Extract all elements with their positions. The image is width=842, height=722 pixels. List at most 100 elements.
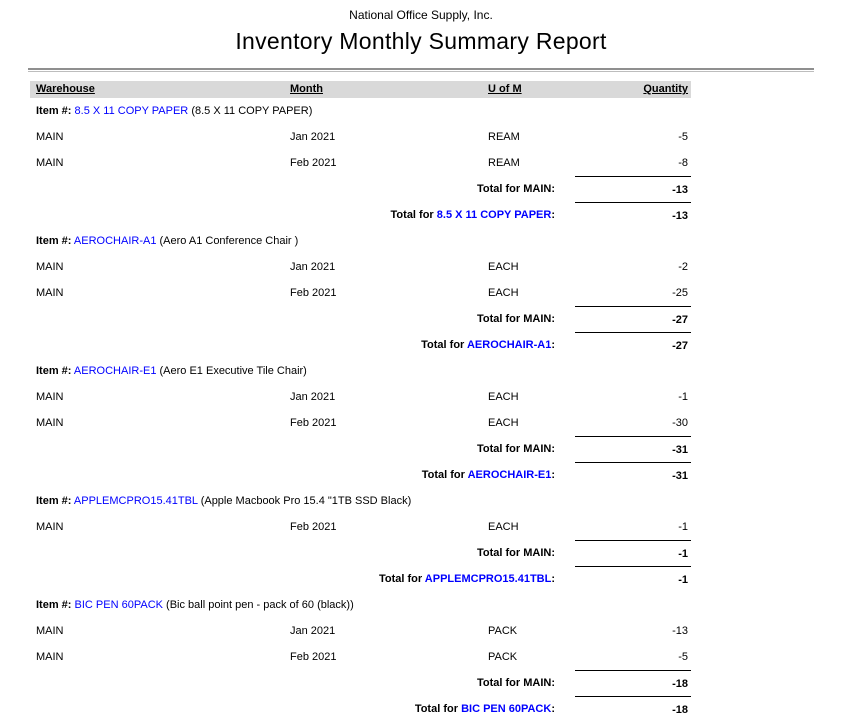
item-header: Item #: 8.5 X 11 COPY PAPER (8.5 X 11 CO… xyxy=(30,98,691,124)
cell-uofm: PACK xyxy=(488,625,518,637)
item-total-value: -13 xyxy=(575,202,691,228)
item-description: (Aero A1 Conference Chair ) xyxy=(159,235,299,247)
column-header-month: Month xyxy=(290,83,323,95)
warehouse-total-row: Total for MAIN: -18 xyxy=(30,670,691,696)
cell-warehouse: MAIN xyxy=(36,521,64,533)
item-number-label: Item #: xyxy=(36,235,72,247)
warehouse-total-row: Total for MAIN: -13 xyxy=(30,176,691,202)
cell-uofm: EACH xyxy=(488,391,519,403)
colon-text: : xyxy=(551,703,555,715)
total-for-text: Total for xyxy=(390,209,434,221)
cell-quantity: -8 xyxy=(678,157,688,169)
cell-uofm: EACH xyxy=(488,287,519,299)
cell-month: Feb 2021 xyxy=(290,157,337,169)
total-for-text: Total for xyxy=(378,573,423,585)
item-header: Item #: APPLEMCPRO15.41TBL (Apple Macboo… xyxy=(30,488,691,514)
cell-quantity: -25 xyxy=(672,287,688,299)
cell-month: Feb 2021 xyxy=(290,417,337,429)
cell-month: Jan 2021 xyxy=(290,261,336,273)
item-total-label: Total for 8.5 X 11 COPY PAPER: xyxy=(30,209,575,221)
item-total-row: Total for AEROCHAIR-E1: -31 xyxy=(30,462,691,488)
item-total-value: -27 xyxy=(575,332,691,358)
cell-uofm: EACH xyxy=(488,521,519,533)
table-row: MAIN Jan 2021 EACH -1 xyxy=(30,384,691,410)
header-divider xyxy=(28,68,814,72)
item-total-value: -31 xyxy=(575,462,691,488)
colon-text: : xyxy=(551,469,555,481)
warehouse-total-row: Total for MAIN: -1 xyxy=(30,540,691,566)
item-header: Item #: AEROCHAIR-A1 (Aero A1 Conference… xyxy=(30,228,691,254)
report-table: Warehouse Month U of M Quantity Item #: … xyxy=(30,81,691,722)
item-code-link[interactable]: AEROCHAIR-E1 xyxy=(467,469,552,481)
item-description: (Aero E1 Executive Tile Chair) xyxy=(159,365,307,377)
table-row: MAIN Jan 2021 REAM -5 xyxy=(30,124,691,150)
cell-warehouse: MAIN xyxy=(36,625,64,637)
column-header-quantity: Quantity xyxy=(643,83,688,95)
item-code-link[interactable]: 8.5 X 11 COPY PAPER xyxy=(436,209,552,221)
cell-warehouse: MAIN xyxy=(36,261,64,273)
table-row: MAIN Feb 2021 EACH -25 xyxy=(30,280,691,306)
warehouse-total-row: Total for MAIN: -31 xyxy=(30,436,691,462)
item-code-link[interactable]: BIC PEN 60PACK xyxy=(74,599,163,611)
cell-quantity: -5 xyxy=(678,131,688,143)
table-row: MAIN Feb 2021 EACH -30 xyxy=(30,410,691,436)
warehouse-total-row: Total for MAIN: -27 xyxy=(30,306,691,332)
cell-month: Feb 2021 xyxy=(290,651,337,663)
item-total-value: -18 xyxy=(575,696,691,722)
table-row: MAIN Jan 2021 EACH -2 xyxy=(30,254,691,280)
item-code-link[interactable]: AEROCHAIR-A1 xyxy=(73,235,157,247)
cell-quantity: -30 xyxy=(672,417,688,429)
colon-text: : xyxy=(551,573,555,585)
cell-quantity: -5 xyxy=(678,651,688,663)
colon-text: : xyxy=(551,339,555,351)
warehouse-total-value: -27 xyxy=(575,306,691,332)
item-code-link[interactable]: BIC PEN 60PACK xyxy=(461,703,552,715)
total-for-text: Total for xyxy=(421,339,465,351)
item-code-link[interactable]: APPLEMCPRO15.41TBL xyxy=(73,495,198,507)
warehouse-total-label: Total for MAIN: xyxy=(476,313,555,325)
item-number-label: Item #: xyxy=(36,105,72,117)
cell-warehouse: MAIN xyxy=(36,157,64,169)
warehouse-total-label: Total for MAIN: xyxy=(476,547,555,559)
item-total-row: Total for APPLEMCPRO15.41TBL: -1 xyxy=(30,566,691,592)
item-total-row: Total for BIC PEN 60PACK: -18 xyxy=(30,696,691,722)
warehouse-total-value: -31 xyxy=(575,436,691,462)
cell-month: Jan 2021 xyxy=(290,625,336,637)
cell-month: Feb 2021 xyxy=(290,521,337,533)
table-header-row: Warehouse Month U of M Quantity xyxy=(30,81,691,98)
cell-warehouse: MAIN xyxy=(36,131,64,143)
warehouse-total-value: -18 xyxy=(575,670,691,696)
total-for-text: Total for xyxy=(414,703,458,715)
cell-quantity: -1 xyxy=(678,391,688,403)
cell-uofm: PACK xyxy=(488,651,518,663)
item-code-link[interactable]: 8.5 X 11 COPY PAPER xyxy=(74,105,189,117)
item-code-link[interactable]: AEROCHAIR-E1 xyxy=(73,365,157,377)
cell-warehouse: MAIN xyxy=(36,287,64,299)
item-total-row: Total for 8.5 X 11 COPY PAPER: -13 xyxy=(30,202,691,228)
item-code-link[interactable]: AEROCHAIR-A1 xyxy=(466,339,552,351)
warehouse-total-value: -1 xyxy=(575,540,691,566)
item-number-label: Item #: xyxy=(36,365,72,377)
cell-quantity: -1 xyxy=(678,521,688,533)
cell-month: Jan 2021 xyxy=(290,131,336,143)
item-code-link[interactable]: APPLEMCPRO15.41TBL xyxy=(424,573,552,585)
table-row: MAIN Feb 2021 PACK -5 xyxy=(30,644,691,670)
report-title: Inventory Monthly Summary Report xyxy=(235,28,607,54)
cell-warehouse: MAIN xyxy=(36,651,64,663)
item-total-label: Total for AEROCHAIR-E1: xyxy=(30,469,575,481)
warehouse-total-label: Total for MAIN: xyxy=(476,677,555,689)
company-name: National Office Supply, Inc. xyxy=(349,8,493,22)
cell-uofm: EACH xyxy=(488,417,519,429)
item-header: Item #: BIC PEN 60PACK (Bic ball point p… xyxy=(30,592,691,618)
item-description: (8.5 X 11 COPY PAPER) xyxy=(191,105,313,117)
item-total-value: -1 xyxy=(575,566,691,592)
column-header-warehouse: Warehouse xyxy=(36,83,95,95)
warehouse-total-label: Total for MAIN: xyxy=(476,443,555,455)
item-number-label: Item #: xyxy=(36,599,72,611)
table-row: MAIN Feb 2021 EACH -1 xyxy=(30,514,691,540)
cell-warehouse: MAIN xyxy=(36,417,64,429)
total-for-text: Total for xyxy=(421,469,465,481)
item-total-row: Total for AEROCHAIR-A1: -27 xyxy=(30,332,691,358)
cell-uofm: REAM xyxy=(488,131,520,143)
item-header: Item #: AEROCHAIR-E1 (Aero E1 Executive … xyxy=(30,358,691,384)
